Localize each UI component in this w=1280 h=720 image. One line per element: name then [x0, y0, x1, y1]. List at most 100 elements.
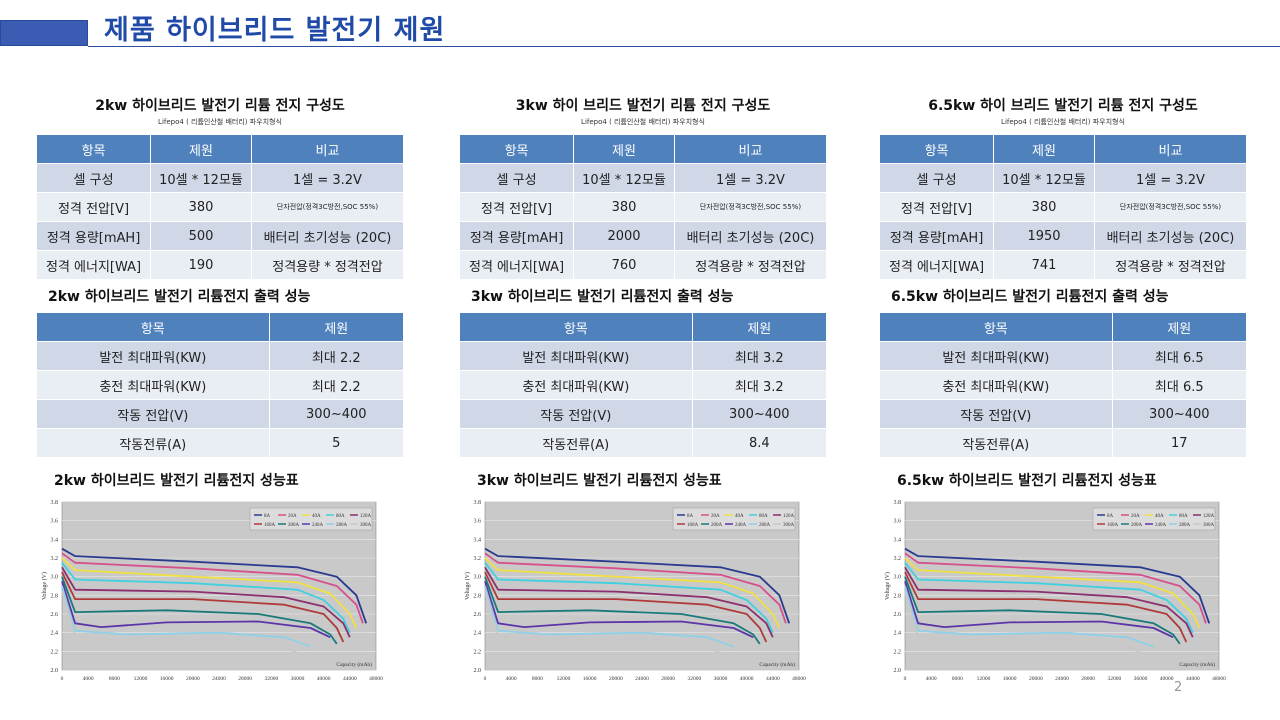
- table-row: 발전 최대파워(KW) 최대 2.2: [36, 341, 405, 371]
- y-tick-label: 2.2: [51, 649, 59, 655]
- performance-table: 항목 제원 발전 최대파워(KW) 최대 3.2 충전 최대파워(KW) 최대 3.2 작동…: [459, 312, 828, 458]
- legend-label: 240A: [1155, 523, 1167, 528]
- y-tick-label: 3.6: [51, 519, 59, 525]
- header-divider: [88, 46, 1280, 47]
- config-header-cell: 항목: [458, 134, 575, 164]
- series-line: [904, 585, 1154, 648]
- y-tick-label: 2.4: [894, 631, 902, 637]
- discharge-chart: 2.0 2.2 2.4 2.6 2.8 3.0 3.2 3.4 3.6 3.8 0 4000 8000 1…: [459, 498, 827, 694]
- x-tick-label: 0: [484, 676, 487, 682]
- config-title: 2kw 하이브리드 발전기 리튬 전지 구성도: [95, 98, 345, 114]
- performance-cell: 5: [268, 428, 405, 458]
- y-axis-label: Voltage (V): [884, 572, 891, 600]
- performance-header-cell: 제원: [691, 312, 828, 342]
- performance-header-cell: 항목: [879, 312, 1113, 342]
- performance-cell: 최대 6.5: [1111, 341, 1248, 371]
- table-row: 충전 최대파워(KW) 최대 2.2: [36, 370, 405, 400]
- config-cell: 정격 용량[mAH]: [878, 221, 995, 251]
- y-tick-label: 2.6: [51, 612, 59, 618]
- performance-cell: 최대 3.2: [691, 341, 828, 371]
- legend-label: 240A: [735, 523, 747, 528]
- performance-cell: 300~400: [268, 399, 405, 429]
- performance-header-cell: 제원: [1111, 312, 1248, 342]
- legend-label: 80A: [759, 514, 768, 519]
- performance-cell: 작동전류(A): [879, 428, 1113, 458]
- legend-label: 80A: [1179, 514, 1188, 519]
- y-tick-label: 2.4: [474, 631, 482, 637]
- config-cell: 10셀 * 12모듈: [150, 163, 252, 193]
- x-tick-label: 32000: [1107, 676, 1121, 682]
- series-line: [904, 552, 1207, 624]
- performance-cell: 충전 최대파워(KW): [36, 370, 270, 400]
- legend-label: 20A: [1131, 514, 1140, 519]
- performance-cell: 발전 최대파워(KW): [879, 341, 1113, 371]
- config-cell: 1셀 = 3.2V: [673, 163, 828, 193]
- config-cell: 정격 에너지[WA]: [878, 250, 995, 280]
- series-line: [61, 547, 368, 624]
- x-tick-label: 48000: [369, 676, 383, 682]
- config-header-cell: 비교: [1093, 134, 1248, 164]
- y-tick-label: 2.8: [894, 593, 902, 599]
- config-cell: 배터리 초기성능 (20C): [250, 221, 405, 251]
- y-tick-label: 3.2: [51, 556, 59, 562]
- x-tick-label: 20000: [186, 676, 200, 682]
- table-row: 작동전류(A) 8.4: [459, 428, 828, 458]
- legend-label: 240A: [312, 523, 324, 528]
- x-tick-label: 40000: [317, 676, 331, 682]
- discharge-chart: 2.0 2.2 2.4 2.6 2.8 3.0 3.2 3.4 3.6 3.8 0 4000 8000 1…: [879, 498, 1247, 694]
- y-tick-label: 3.6: [894, 519, 902, 525]
- legend-label: 300A: [783, 523, 795, 528]
- performance-cell: 발전 최대파워(KW): [36, 341, 270, 371]
- x-tick-label: 16000: [160, 676, 174, 682]
- performance-header-cell: 항목: [459, 312, 693, 342]
- series-line: [61, 566, 351, 638]
- legend-label: 160A: [264, 523, 276, 528]
- table-row: 충전 최대파워(KW) 최대 3.2: [459, 370, 828, 400]
- chart-svg: 2.0 2.2 2.4 2.6 2.8 3.0 3.2 3.4 3.6 3.8 0 4000 8000 1…: [464, 500, 806, 682]
- legend-label: 40A: [735, 514, 744, 519]
- y-tick-label: 3.6: [474, 519, 482, 525]
- config-cell: 정격 전압[V]: [35, 192, 152, 222]
- x-tick-label: 48000: [1212, 676, 1226, 682]
- x-tick-label: 4000: [506, 676, 517, 682]
- performance-title: 6.5kw 하이브리드 발전기 리튬전지 출력 성능: [891, 289, 1169, 305]
- config-cell: 셀 구성: [458, 163, 575, 193]
- legend-label: 80A: [336, 514, 345, 519]
- config-cell: 셀 구성: [35, 163, 152, 193]
- y-axis-label: Voltage (V): [41, 572, 48, 600]
- x-axis-label: Capacity (mAh): [759, 661, 795, 668]
- y-tick-label: 3.8: [474, 500, 482, 506]
- table-row: 정격 에너지[WA] 741 정격용량 * 정격전압: [878, 250, 1248, 280]
- series-line: [484, 571, 768, 643]
- discharge-chart: 2.0 2.2 2.4 2.6 2.8 3.0 3.2 3.4 3.6 3.8 0 4000 8000 1…: [36, 498, 404, 694]
- y-tick-label: 2.6: [894, 612, 902, 618]
- x-tick-label: 44000: [1186, 676, 1200, 682]
- x-tick-label: 12000: [977, 676, 991, 682]
- performance-header-cell: 항목: [36, 312, 270, 342]
- x-tick-label: 24000: [212, 676, 226, 682]
- series-line: [904, 547, 1211, 624]
- x-tick-label: 48000: [792, 676, 806, 682]
- legend-label: 120A: [783, 514, 795, 519]
- config-cell: 정격용량 * 정격전압: [673, 250, 828, 280]
- series-line: [61, 576, 338, 645]
- config-title: 3kw 하이 브리드 발전기 리튬 전지 구성도: [515, 98, 771, 114]
- legend-label: 200A: [288, 523, 300, 528]
- series-line: [904, 571, 1188, 643]
- table-row: 정격 용량[mAH] 2000 배터리 초기성능 (20C): [458, 221, 828, 251]
- x-tick-label: 32000: [687, 676, 701, 682]
- series-line: [484, 581, 754, 639]
- performance-title: 2kw 하이브리드 발전기 리튬전지 출력 성능: [48, 289, 311, 305]
- performance-cell: 300~400: [691, 399, 828, 429]
- x-tick-label: 28000: [1081, 676, 1095, 682]
- y-tick-label: 3.8: [894, 500, 902, 506]
- x-tick-label: 4000: [926, 676, 937, 682]
- chart-svg: 2.0 2.2 2.4 2.6 2.8 3.0 3.2 3.4 3.6 3.8 0 4000 8000 1…: [41, 500, 383, 682]
- y-tick-label: 2.0: [51, 668, 59, 674]
- table-row: 정격 용량[mAH] 500 배터리 초기성능 (20C): [35, 221, 405, 251]
- performance-table: 항목 제원 발전 최대파워(KW) 최대 2.2 충전 최대파워(KW) 최대 2.2 작동…: [36, 312, 405, 458]
- y-tick-label: 3.4: [51, 537, 59, 543]
- y-tick-label: 3.2: [474, 556, 482, 562]
- config-cell: 1950: [993, 221, 1095, 251]
- config-cell: 380: [150, 192, 252, 222]
